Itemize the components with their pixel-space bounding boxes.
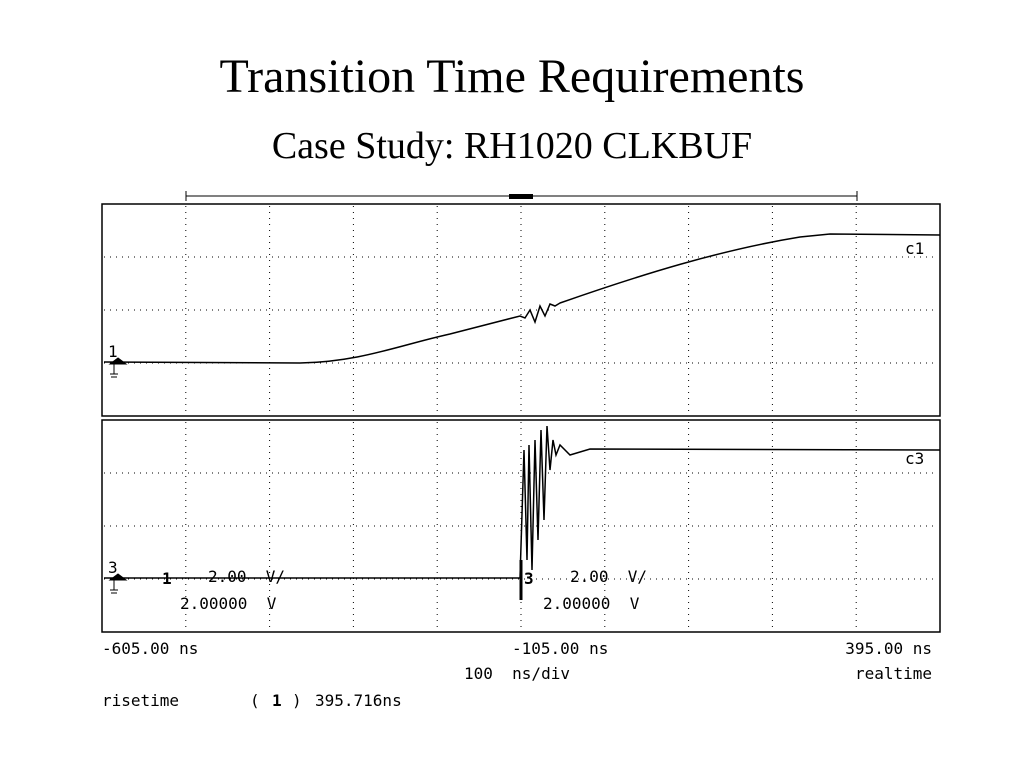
channel-label: c1 xyxy=(905,239,924,258)
time-center: -105.00 ns xyxy=(512,639,608,658)
ground-marker xyxy=(108,357,128,378)
channel-label: c3 xyxy=(905,449,924,468)
channel-number: 3 xyxy=(524,569,534,588)
measurement-paren: ) xyxy=(292,691,302,710)
ground-marker xyxy=(108,573,128,594)
measurement-value: 395.716ns xyxy=(315,691,402,710)
time-scale: 100 ns/div xyxy=(464,664,570,683)
slide-subtitle: Case Study: RH1020 CLKBUF xyxy=(272,125,752,167)
panel-bottom xyxy=(101,419,941,633)
ground-label: 3 xyxy=(108,558,118,577)
acquisition-mode: realtime xyxy=(855,664,932,683)
trigger-marker xyxy=(509,194,533,199)
measurement-name: risetime xyxy=(102,691,179,710)
panel-top xyxy=(101,203,941,417)
time-end: 395.00 ns xyxy=(845,639,932,658)
volt-scale: 2.00 V/ xyxy=(570,567,647,586)
measurement-paren: ( xyxy=(250,691,260,710)
trace-c1 xyxy=(103,233,941,364)
channel-number: 1 xyxy=(162,569,172,588)
ground-label: 1 xyxy=(108,342,118,361)
time-start: -605.00 ns xyxy=(102,639,198,658)
scope-screen: 1 3 c1 c3 1 2.00 V/ 2.00000 V 3 2.00 V/ … xyxy=(101,191,941,710)
volt-scale: 2.00 V/ xyxy=(208,567,285,586)
measurement-source: 1 xyxy=(272,691,282,710)
trace-c3 xyxy=(104,425,941,579)
volt-offset: 2.00000 V xyxy=(180,594,277,613)
volt-offset: 2.00000 V xyxy=(543,594,640,613)
slide-title: Transition Time Requirements xyxy=(220,50,805,103)
